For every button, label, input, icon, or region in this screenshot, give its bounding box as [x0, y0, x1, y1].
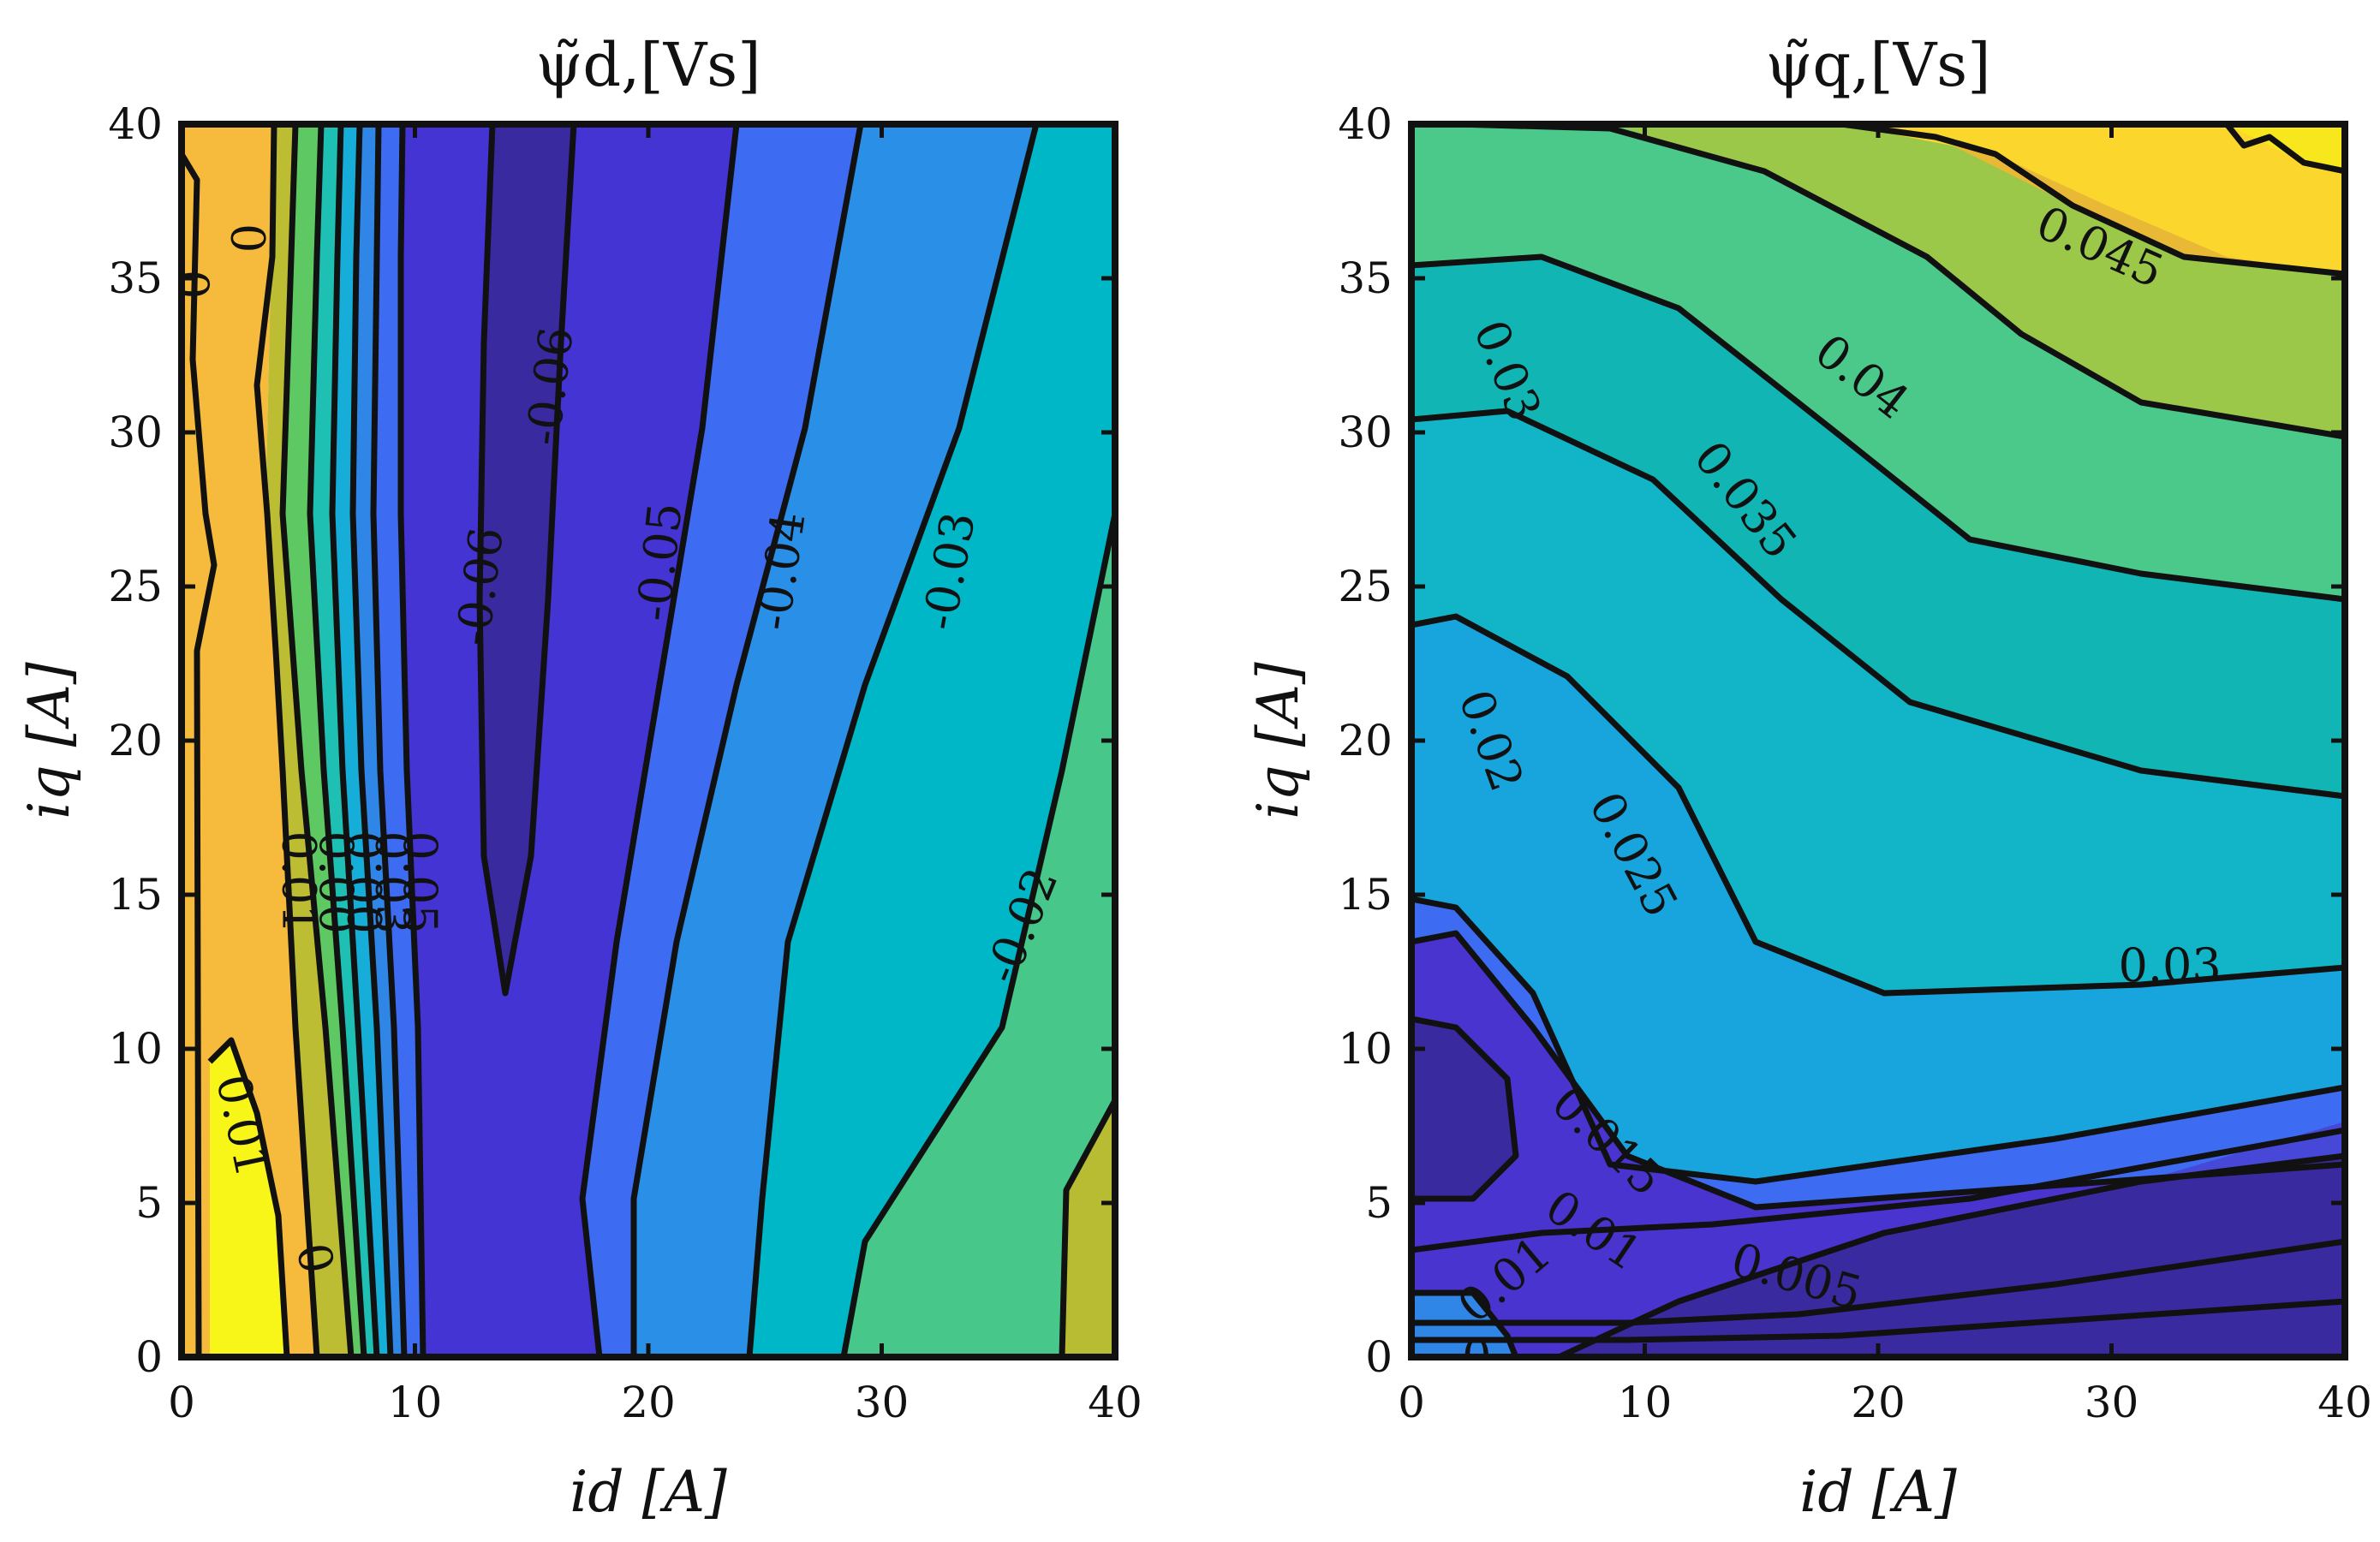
band-d-dark-indigo [480, 124, 574, 993]
contour-lines-right [1411, 124, 2345, 1357]
contour-label: 0 [164, 270, 218, 299]
chart-left-ylabel: iq [A] [16, 662, 82, 819]
x-tick-label: 10 [388, 1378, 443, 1427]
contour-d-14 [207, 1037, 290, 1357]
x-tick-label: 30 [2085, 1378, 2139, 1427]
contour-d-1 [254, 124, 320, 1357]
contour-d-11 [746, 124, 1040, 1357]
contour-d-10 [630, 124, 864, 1357]
contour-q-14 [1411, 1298, 2345, 1343]
y-tick-label: 40 [108, 99, 163, 149]
contour-q-4 [1411, 253, 2345, 603]
chart-right-ylabel: iq [A] [1245, 662, 1311, 819]
chart-right-title: ψ̃q,[Vs] [1765, 30, 1990, 100]
band-d-teal1 [310, 124, 377, 1357]
x-tick-label: 30 [855, 1378, 910, 1427]
x-tick-label: 0 [1398, 1378, 1425, 1427]
x-tick-label: 20 [1851, 1378, 1906, 1427]
y-tick-label: 30 [1338, 408, 1393, 457]
y-tick-label: 20 [108, 716, 163, 765]
y-tick-label: 40 [1338, 99, 1393, 149]
chart-left-ticks: 0 10 20 30 40 0 5 10 15 20 25 30 35 40 [108, 99, 1142, 1427]
x-tick-label: 10 [1618, 1378, 1673, 1427]
y-tick-label: 35 [1338, 253, 1393, 303]
contour-label: 0.01 [271, 831, 325, 933]
contour-d-5 [349, 124, 394, 1357]
y-tick-label: 10 [108, 1024, 163, 1074]
x-tick-label: 40 [2317, 1378, 2372, 1427]
y-tick-label: 15 [1338, 870, 1393, 920]
chart-right: ψ̃q,[Vs] [1245, 30, 2372, 1525]
contour-q-3 [1455, 124, 2345, 440]
band-d-yellow [210, 1040, 287, 1357]
band-d-green2 [844, 514, 1115, 1357]
band-d-blue4 [634, 124, 1036, 1357]
band-d-orange [182, 124, 317, 1357]
contour-d-9 [579, 124, 740, 1357]
contour-label: 0.00 [309, 831, 363, 933]
y-tick-label: 10 [1338, 1024, 1393, 1074]
y-tick-label: 15 [108, 870, 163, 920]
contour-q-13 [1411, 1238, 2345, 1326]
y-tick-label: 20 [1338, 716, 1393, 765]
chart-left-xlabel: id [A] [570, 1459, 727, 1525]
contour-q-7 [1411, 896, 2345, 1185]
contour-label: 0.03 [365, 831, 419, 933]
contour-d-7 [397, 124, 426, 1357]
chart-left: ψ̃d,[Vs] [16, 30, 1142, 1525]
x-tick-label: 40 [1088, 1378, 1142, 1427]
band-d-cyan [749, 124, 1115, 1357]
y-tick-label: 25 [108, 562, 163, 611]
contour-lines-left [182, 124, 1115, 1357]
contour-d-4 [329, 124, 380, 1357]
band-d-blue2 [373, 124, 423, 1357]
x-tick-label: 0 [168, 1378, 195, 1427]
contour-d-6 [370, 124, 408, 1357]
contour-label: 0 [220, 223, 274, 253]
y-tick-label: 0 [1365, 1332, 1393, 1382]
y-tick-label: 35 [108, 253, 163, 303]
contour-d-8 [476, 124, 577, 997]
contour-q-10 [1411, 1127, 2345, 1253]
contour-q-8 [1411, 930, 2345, 1211]
contour-d-12 [840, 513, 1115, 1357]
band-q-darkest2 [1559, 1156, 2345, 1357]
contour-label: 0.03 [2119, 938, 2222, 992]
y-tick-label: 0 [135, 1332, 163, 1382]
contour-q-2 [2224, 124, 2345, 175]
contour-q-6 [1411, 613, 2345, 997]
x-tick-label: 20 [621, 1378, 676, 1427]
contour-q-12 [1411, 1289, 1519, 1357]
chart-right-xlabel: id [A] [1799, 1459, 1957, 1525]
band-q-yellow [1841, 124, 2345, 274]
band-d-olive2 [1062, 1100, 1115, 1357]
contour-q-1 [1840, 124, 2345, 277]
contour-q-5 [1411, 408, 2345, 800]
chart-right-ticks: 0 10 20 30 40 0 5 10 15 20 25 30 35 40 [1338, 99, 2371, 1427]
y-tick-label: 5 [1365, 1178, 1393, 1228]
chart-left-title: ψ̃d,[Vs] [535, 30, 761, 100]
contour-d-15 [182, 152, 218, 1357]
contour-d-2 [279, 124, 355, 1357]
y-tick-label: 5 [135, 1178, 163, 1228]
contour-label: 0.00 [337, 831, 391, 933]
contour-d-3 [307, 124, 367, 1357]
contour-d-13 [1059, 1098, 1115, 1357]
contour-q-9 [1411, 1015, 1519, 1202]
contour-label: 0 [1462, 1330, 1491, 1384]
y-tick-label: 30 [108, 408, 163, 457]
y-tick-label: 25 [1338, 562, 1393, 611]
chart-left-plot-area: 00-0.06-0.06 -0.05 -0.04 -0.03-0.020.010.00… [164, 124, 1115, 1357]
contour-label: -0.05 [627, 500, 693, 623]
contour-label: 0.05 [393, 831, 447, 933]
